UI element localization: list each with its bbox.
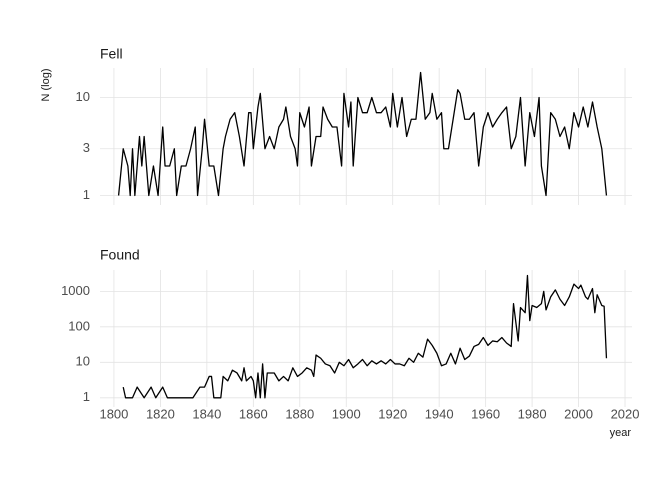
y-axis-title: N (log)	[40, 68, 52, 101]
x-tick-label: 1860	[239, 406, 268, 421]
data-line	[122, 274, 608, 399]
y-tick-label: 10	[76, 354, 90, 369]
x-tick-label: 2000	[564, 406, 593, 421]
panel-title: Fell	[100, 46, 123, 62]
y-tick-label: 10	[76, 89, 90, 104]
y-tick-label: 3	[83, 140, 90, 155]
x-tick-label: 2020	[611, 406, 640, 421]
y-tick-label: 1	[83, 389, 90, 404]
panel-title: Found	[100, 247, 140, 263]
x-tick-label: 1900	[332, 406, 361, 421]
x-tick-label: 1920	[378, 406, 407, 421]
y-tick-label: 1000	[61, 283, 90, 298]
x-tick-label: 1880	[285, 406, 314, 421]
x-tick-label: 1840	[192, 406, 221, 421]
x-axis-title: year	[610, 427, 632, 439]
data-line	[117, 71, 608, 197]
x-tick-label: 1800	[99, 406, 128, 421]
x-tick-label: 1960	[471, 406, 500, 421]
x-tick-label: 1980	[518, 406, 547, 421]
x-tick-label: 1940	[425, 406, 454, 421]
x-tick-label: 1820	[146, 406, 175, 421]
y-tick-label: 100	[68, 318, 90, 333]
y-tick-label: 1	[83, 187, 90, 202]
